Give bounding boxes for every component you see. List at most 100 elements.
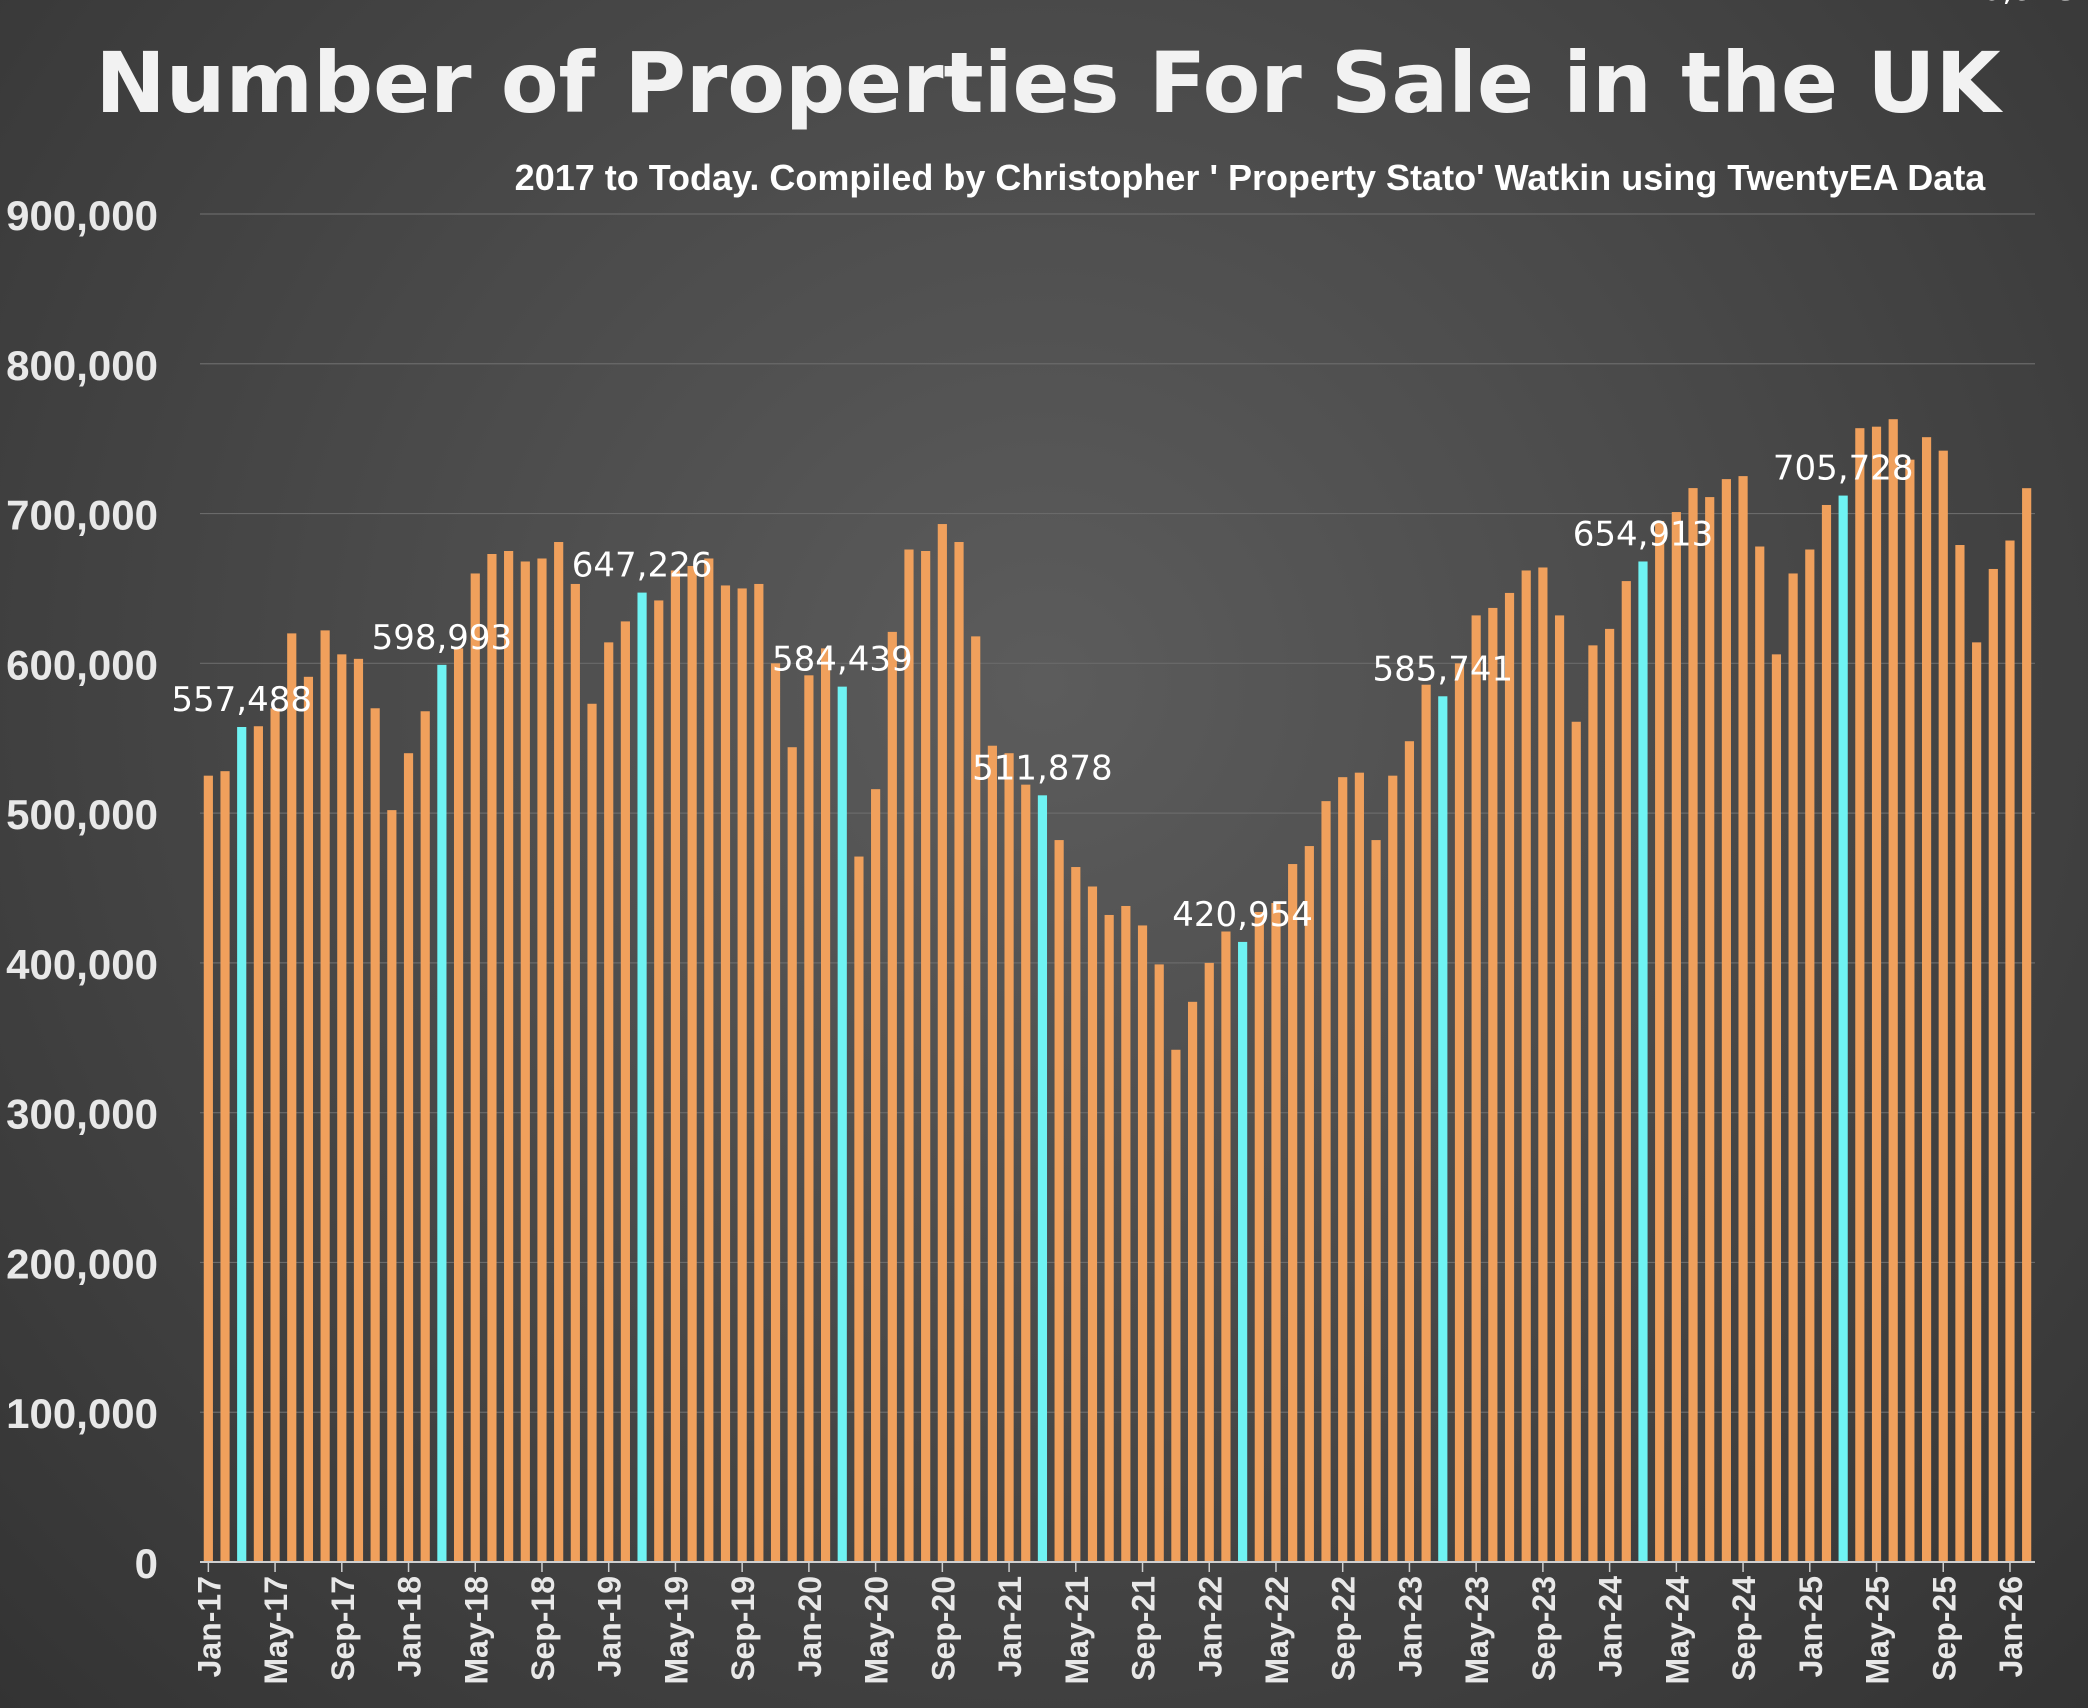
bar [1821, 504, 1832, 1563]
x-tick-label: May-23 [1459, 1576, 1495, 1685]
bar [1154, 964, 1164, 1562]
bar [1454, 663, 1465, 1562]
bar [737, 588, 747, 1562]
bar [1721, 479, 1731, 1562]
bar [1471, 615, 1481, 1562]
bar-series [203, 419, 2032, 1563]
data-label: 584,439 [772, 640, 913, 680]
x-tick-label: Sep-23 [1526, 1576, 1562, 1681]
bar [1988, 568, 1998, 1562]
bar [1254, 911, 1264, 1562]
bar [1204, 962, 1214, 1562]
bar [1488, 607, 1498, 1562]
bar [220, 771, 230, 1562]
x-tick-label: Jan-21 [992, 1576, 1028, 1677]
chart-title: Number of Properties For Sale in the UK [95, 34, 2003, 132]
y-tick-label: 600,000 [6, 641, 158, 688]
x-tick-label: Sep-18 [525, 1576, 561, 1681]
bar [837, 686, 847, 1562]
bar [370, 708, 380, 1562]
y-tick-label: 700,000 [6, 492, 158, 539]
bar [587, 703, 597, 1562]
bar [1755, 546, 1765, 1562]
x-tick-label: Jan-17 [191, 1576, 227, 1677]
bar [1671, 512, 1681, 1562]
bar [1571, 721, 1581, 1562]
y-axis-ticks: 0 100,000 200,000 300,000 400,000 500,000 600,… [6, 192, 158, 1587]
bar [670, 570, 681, 1562]
bar [1621, 581, 1631, 1562]
bar [337, 654, 347, 1562]
bar [1121, 905, 1131, 1562]
bar [1538, 567, 1548, 1562]
bar [1588, 645, 1598, 1562]
x-tick-label: Sep-24 [1726, 1576, 1762, 1681]
x-axis-ticks: Jan-17 May-17 Sep-17 Jan-18 May-18 Sep-18 Jan-… [191, 1562, 2029, 1685]
x-tick-label: Jan-25 [1793, 1576, 1829, 1677]
x-tick-label: May-25 [1860, 1576, 1896, 1685]
bar [1388, 775, 1398, 1562]
y-tick-label: 0 [135, 1540, 158, 1587]
bar [270, 708, 280, 1562]
bar [2022, 488, 2032, 1563]
bar [1021, 784, 1031, 1562]
bar [754, 583, 764, 1562]
bar [637, 592, 647, 1562]
bar [1288, 864, 1298, 1562]
bar [437, 664, 447, 1562]
bar [1655, 521, 1665, 1562]
bar [1171, 1049, 1181, 1562]
bar [353, 658, 364, 1562]
bar [1054, 840, 1064, 1562]
bar [654, 600, 664, 1562]
bar [1972, 642, 1982, 1562]
bar [303, 676, 314, 1562]
bar [387, 810, 397, 1562]
y-tick-label: 800,000 [6, 342, 158, 389]
bar [604, 642, 614, 1562]
bar [537, 558, 547, 1562]
bar [687, 565, 697, 1562]
x-tick-label: Sep-21 [1126, 1576, 1162, 1681]
x-tick-label: Sep-22 [1326, 1576, 1362, 1681]
bar [1838, 495, 1848, 1563]
data-label: 557,488 [171, 680, 312, 720]
x-tick-label: Jan-23 [1392, 1576, 1428, 1677]
x-tick-label: May-21 [1059, 1576, 1095, 1685]
bar [1354, 772, 1364, 1562]
x-tick-label: May-19 [658, 1576, 694, 1685]
bar [1871, 426, 1882, 1563]
x-tick-label: May-24 [1659, 1576, 1695, 1685]
bar [320, 630, 330, 1562]
bar [1738, 476, 1748, 1562]
bar [1404, 741, 1415, 1562]
data-label: 705,728 [1773, 449, 1914, 489]
bar [1605, 628, 1615, 1562]
bar [1304, 846, 1314, 1562]
bar [1638, 561, 1648, 1562]
data-label: 420,954 [1172, 895, 1313, 935]
bar [1938, 450, 1948, 1562]
y-tick-label: 300,000 [6, 1091, 158, 1138]
bar [1371, 840, 1381, 1562]
bar [854, 856, 864, 1562]
bar [1438, 696, 1448, 1562]
x-tick-label: Sep-17 [325, 1576, 361, 1681]
bar [1688, 488, 1698, 1563]
bar [1888, 419, 1898, 1563]
bar [1504, 592, 1515, 1562]
x-tick-label: May-17 [258, 1576, 294, 1685]
bar [1087, 886, 1098, 1562]
bar [987, 745, 997, 1562]
x-tick-label: Jan-26 [1993, 1576, 2029, 1677]
x-tick-label: Jan-19 [592, 1576, 628, 1677]
data-label: 654,913 [1573, 515, 1714, 555]
bar [1855, 428, 1865, 1563]
bar [904, 549, 914, 1562]
bar [1905, 459, 1915, 1562]
data-labels: 557,488 598,993 647,226 584,439 511,878 420,9… [171, 0, 2078, 935]
bar [570, 583, 580, 1562]
bar [470, 573, 480, 1562]
data-label: 647,226 [572, 546, 713, 586]
